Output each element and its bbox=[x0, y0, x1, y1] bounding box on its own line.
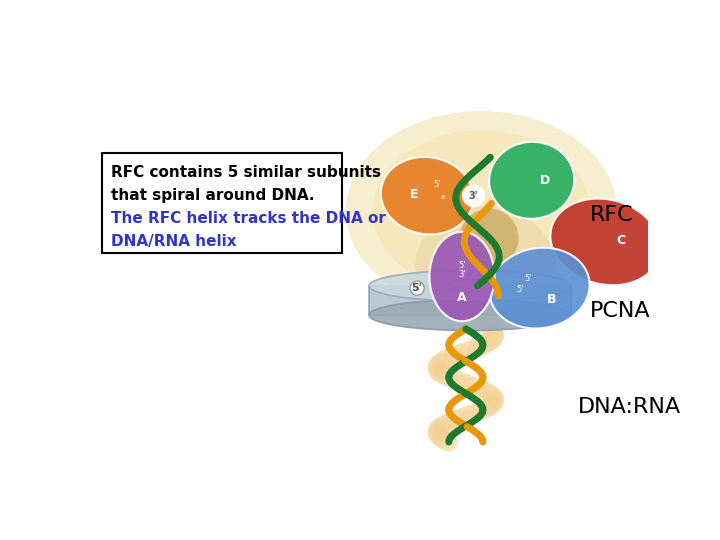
Text: E: E bbox=[410, 188, 418, 201]
Text: D: D bbox=[540, 174, 550, 187]
Text: that spiral around DNA.: that spiral around DNA. bbox=[111, 188, 315, 203]
Ellipse shape bbox=[550, 199, 660, 285]
Text: RFC contains 5 similar subunits: RFC contains 5 similar subunits bbox=[111, 165, 381, 180]
Text: 5': 5' bbox=[524, 274, 531, 284]
Ellipse shape bbox=[373, 130, 590, 292]
Text: a: a bbox=[441, 194, 445, 200]
Ellipse shape bbox=[381, 157, 474, 234]
Ellipse shape bbox=[490, 248, 590, 328]
Text: The RFC helix tracks the DNA or: The RFC helix tracks the DNA or bbox=[111, 211, 386, 226]
Text: 5': 5' bbox=[516, 285, 524, 294]
Ellipse shape bbox=[415, 207, 555, 323]
Polygon shape bbox=[369, 286, 570, 315]
Text: 3': 3' bbox=[458, 270, 466, 279]
Text: A: A bbox=[457, 291, 467, 304]
Ellipse shape bbox=[489, 142, 575, 219]
Ellipse shape bbox=[369, 300, 570, 330]
Text: 3': 3' bbox=[469, 191, 478, 201]
Text: 5': 5' bbox=[412, 283, 423, 293]
Text: PCNA: PCNA bbox=[590, 301, 650, 321]
Ellipse shape bbox=[446, 280, 493, 292]
Ellipse shape bbox=[429, 232, 495, 321]
Circle shape bbox=[463, 185, 485, 206]
Text: B: B bbox=[546, 293, 556, 306]
Text: C: C bbox=[616, 234, 626, 247]
Ellipse shape bbox=[369, 271, 570, 301]
Text: RFC: RFC bbox=[590, 205, 634, 225]
Ellipse shape bbox=[346, 111, 617, 311]
Text: DNA:RNA: DNA:RNA bbox=[578, 397, 681, 417]
Text: 5': 5' bbox=[433, 180, 441, 188]
Text: 5': 5' bbox=[458, 260, 466, 269]
Polygon shape bbox=[102, 153, 342, 253]
Text: DNA/RNA helix: DNA/RNA helix bbox=[111, 234, 237, 249]
Ellipse shape bbox=[459, 209, 518, 267]
